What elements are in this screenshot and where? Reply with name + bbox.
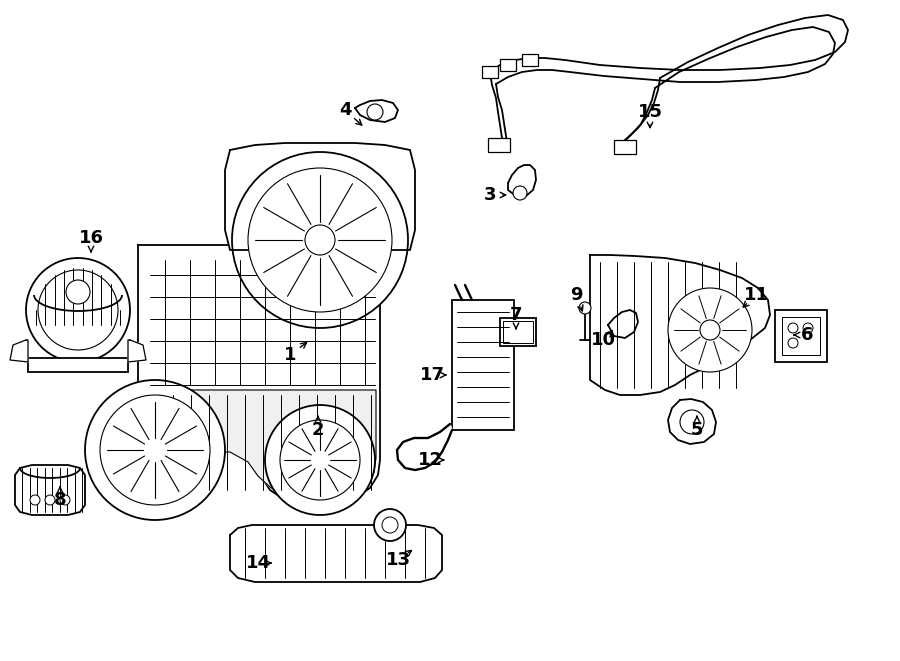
Text: 15: 15 [637, 103, 662, 121]
Text: 8: 8 [54, 491, 67, 509]
Bar [782, 317, 820, 355]
Polygon shape [15, 465, 85, 515]
Circle shape [248, 168, 392, 312]
Circle shape [668, 288, 752, 372]
Bar [614, 140, 636, 154]
Polygon shape [608, 310, 638, 338]
Circle shape [100, 395, 210, 505]
Polygon shape [590, 255, 770, 395]
Bar [775, 310, 827, 362]
Polygon shape [397, 424, 452, 470]
Polygon shape [128, 340, 146, 362]
Text: 13: 13 [385, 551, 410, 569]
Polygon shape [355, 100, 398, 122]
Polygon shape [508, 165, 536, 196]
Circle shape [26, 258, 130, 362]
Circle shape [788, 338, 798, 348]
Text: 17: 17 [419, 366, 445, 384]
Polygon shape [138, 245, 380, 505]
Circle shape [700, 320, 720, 340]
Circle shape [367, 104, 383, 120]
Circle shape [66, 280, 90, 304]
Bar [482, 66, 498, 78]
Circle shape [45, 495, 55, 505]
Circle shape [38, 270, 118, 350]
Text: 3: 3 [484, 186, 496, 204]
Circle shape [305, 225, 335, 255]
Circle shape [513, 186, 527, 200]
Circle shape [30, 495, 40, 505]
Bar [28, 358, 128, 372]
Circle shape [85, 380, 225, 520]
Text: 11: 11 [743, 286, 769, 304]
Circle shape [232, 152, 408, 328]
Text: 10: 10 [590, 331, 616, 349]
Bar [503, 321, 533, 343]
Polygon shape [668, 399, 716, 444]
Text: 1: 1 [284, 346, 296, 364]
Text: 6: 6 [801, 326, 814, 344]
Circle shape [382, 517, 398, 533]
Circle shape [280, 420, 360, 500]
Polygon shape [230, 525, 442, 582]
Circle shape [579, 302, 591, 314]
Circle shape [788, 323, 798, 333]
Circle shape [265, 405, 375, 515]
Text: 4: 4 [338, 101, 351, 119]
Bar [500, 59, 516, 71]
Text: 12: 12 [418, 451, 443, 469]
Circle shape [60, 495, 70, 505]
Circle shape [374, 509, 406, 541]
Polygon shape [10, 340, 28, 362]
Polygon shape [225, 143, 415, 250]
Text: 2: 2 [311, 421, 324, 439]
Bar [500, 318, 536, 346]
Polygon shape [150, 390, 376, 500]
Text: 14: 14 [246, 554, 271, 572]
Text: 7: 7 [509, 306, 522, 324]
Bar [522, 54, 538, 66]
Bar [488, 138, 510, 152]
Circle shape [680, 410, 704, 434]
Bar [452, 300, 514, 430]
Text: 5: 5 [691, 421, 703, 439]
Text: 9: 9 [570, 286, 582, 304]
Text: 16: 16 [78, 229, 104, 247]
Circle shape [803, 323, 813, 333]
